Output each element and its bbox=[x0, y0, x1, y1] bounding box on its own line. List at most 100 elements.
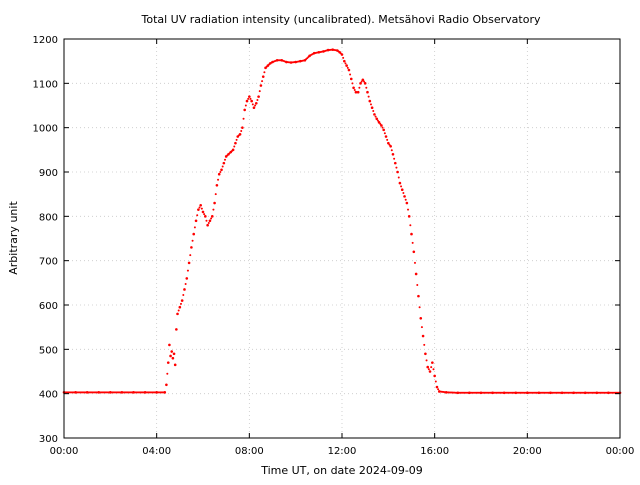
data-point bbox=[175, 328, 178, 331]
data-point-fill bbox=[191, 239, 194, 242]
x-tick-label: 00:00 bbox=[50, 446, 79, 457]
data-point-fill bbox=[346, 66, 349, 69]
data-point bbox=[375, 117, 379, 121]
grid-lines bbox=[64, 39, 620, 438]
data-point bbox=[366, 90, 369, 94]
data-point bbox=[254, 101, 258, 105]
data-point-fill bbox=[360, 80, 363, 83]
data-point-fill bbox=[166, 372, 169, 375]
data-point-fill bbox=[177, 309, 180, 312]
data-point-fill bbox=[395, 166, 398, 169]
data-point bbox=[215, 184, 219, 187]
data-point bbox=[396, 170, 399, 174]
data-point bbox=[163, 391, 167, 394]
data-point-fill bbox=[261, 80, 264, 83]
data-point-fill bbox=[217, 178, 220, 181]
data-point-fill bbox=[425, 359, 428, 362]
data-point-fill bbox=[367, 95, 370, 98]
data-point bbox=[210, 215, 214, 218]
data-point-fill bbox=[363, 80, 366, 83]
x-axis-label: Time UT, on date 2024-09-09 bbox=[260, 464, 423, 477]
data-point bbox=[257, 95, 260, 98]
data-point-fill bbox=[413, 261, 416, 264]
data-point-fill bbox=[342, 56, 345, 59]
data-point bbox=[343, 59, 346, 63]
data-point bbox=[407, 215, 411, 218]
data-point bbox=[194, 219, 198, 223]
data-point-fill bbox=[376, 119, 379, 122]
data-point bbox=[435, 385, 439, 389]
data-point-fill bbox=[221, 165, 224, 168]
data-point bbox=[190, 246, 193, 249]
data-point bbox=[380, 124, 383, 127]
data-point-fill bbox=[198, 206, 201, 209]
x-tick-label: 12:00 bbox=[328, 446, 357, 457]
x-axis: 00:00 04:00 08:00 12:00 16:00 20:00 00:00 bbox=[50, 39, 634, 457]
data-point-fill bbox=[404, 198, 407, 201]
data-point bbox=[387, 141, 390, 145]
data-point bbox=[171, 356, 175, 360]
data-point-fill bbox=[381, 126, 384, 129]
y-tick-label: 600 bbox=[39, 301, 58, 312]
data-point-fill bbox=[402, 192, 405, 195]
data-point-fill bbox=[400, 185, 403, 188]
data-point bbox=[373, 113, 376, 116]
data-point bbox=[241, 126, 244, 129]
data-point bbox=[426, 365, 430, 369]
data-point-fill bbox=[203, 213, 206, 216]
y-tick-label: 1100 bbox=[33, 79, 58, 90]
data-point bbox=[363, 82, 367, 85]
data-point bbox=[433, 374, 436, 378]
data-point-fill bbox=[182, 294, 185, 297]
data-point bbox=[199, 203, 202, 207]
data-point bbox=[170, 350, 174, 353]
data-point-fill bbox=[432, 368, 435, 371]
data-point-fill bbox=[407, 208, 410, 211]
data-point bbox=[412, 250, 416, 254]
y-tick-label: 500 bbox=[39, 345, 58, 356]
data-point bbox=[389, 144, 392, 148]
data-point bbox=[419, 317, 423, 320]
data-point-fill bbox=[207, 221, 210, 224]
data-point-fill bbox=[263, 71, 266, 74]
data-point bbox=[192, 232, 196, 236]
data-point-fill bbox=[240, 129, 243, 132]
data-point-fill bbox=[179, 302, 182, 305]
data-point bbox=[424, 352, 427, 356]
data-point-fill bbox=[409, 224, 412, 227]
y-tick-label: 700 bbox=[39, 257, 58, 268]
data-point-fill bbox=[258, 90, 261, 93]
data-point-fill bbox=[386, 138, 389, 141]
data-point bbox=[345, 64, 348, 67]
data-point-fill bbox=[390, 149, 393, 152]
data-point bbox=[391, 152, 395, 156]
data-point bbox=[183, 288, 186, 291]
data-point-fill bbox=[416, 284, 419, 287]
data-point-fill bbox=[235, 138, 238, 141]
data-point-fill bbox=[349, 73, 352, 76]
y-tick-label: 1000 bbox=[33, 124, 58, 135]
x-tick-label: 08:00 bbox=[235, 446, 264, 457]
data-point bbox=[259, 84, 263, 87]
data-point bbox=[172, 352, 176, 356]
data-point bbox=[403, 195, 406, 198]
data-point bbox=[414, 272, 418, 276]
y-tick-label: 400 bbox=[39, 390, 58, 401]
data-point bbox=[166, 361, 170, 364]
data-point bbox=[248, 95, 251, 98]
data-point bbox=[176, 312, 179, 316]
data-point-fill bbox=[430, 366, 433, 369]
data-point-fill bbox=[397, 176, 400, 179]
data-point-fill bbox=[224, 158, 227, 161]
data-point-fill bbox=[251, 103, 254, 106]
y-axis: 300 400 500 600 700 800 900 1000 1100 1200 bbox=[33, 35, 620, 445]
data-point-fill bbox=[214, 193, 217, 196]
data-point bbox=[368, 99, 372, 103]
y-tick-label: 300 bbox=[39, 434, 58, 445]
y-tick-label: 1200 bbox=[33, 35, 58, 46]
data-point bbox=[340, 53, 344, 56]
data-point-fill bbox=[437, 388, 440, 391]
data-point-fill bbox=[353, 88, 356, 91]
data-point-fill bbox=[212, 208, 215, 211]
